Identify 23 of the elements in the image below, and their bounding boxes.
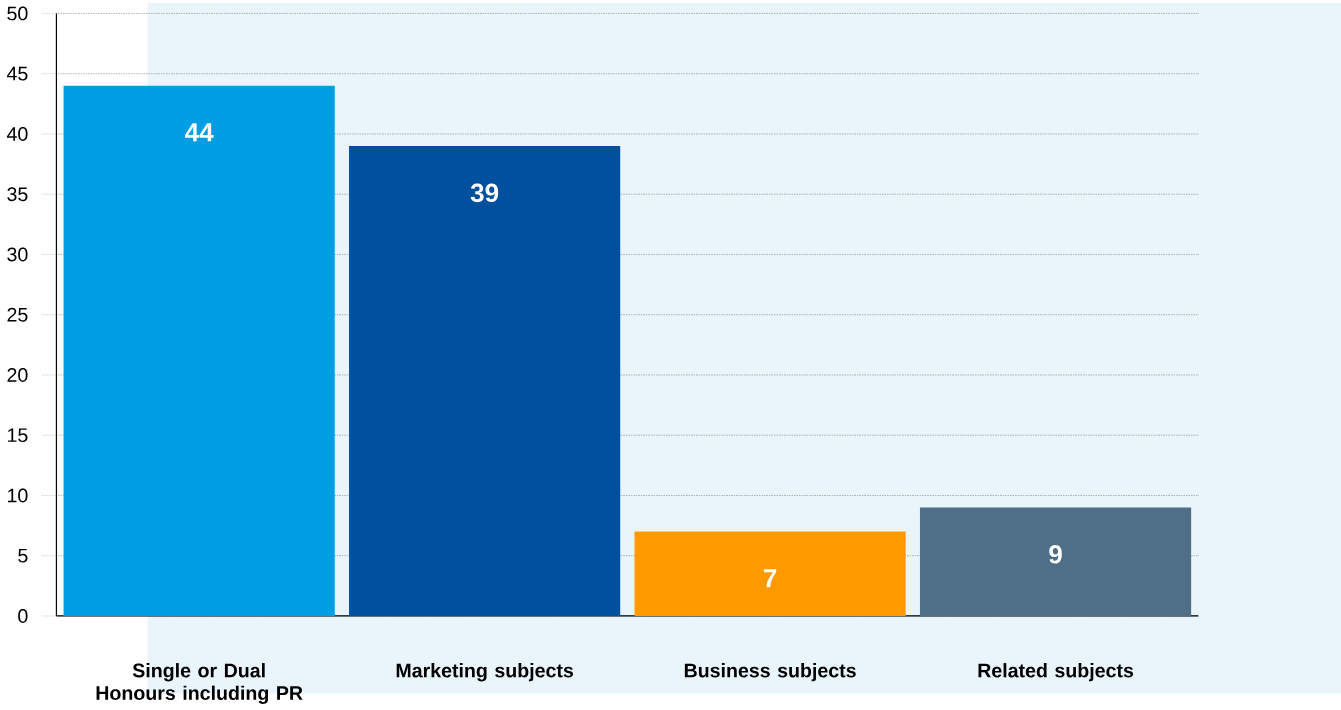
data-label: 9 — [1049, 544, 1062, 564]
y-tick-label: 10 — [8, 488, 28, 503]
bar — [634, 531, 906, 616]
bar — [63, 85, 335, 616]
data-label: 39 — [470, 183, 499, 202]
x-tick-label: Marketing subjects — [396, 662, 574, 682]
bar — [349, 145, 621, 616]
y-tick-label: 45 — [6, 66, 28, 81]
y-tick-label: 0 — [18, 608, 28, 623]
bar — [919, 507, 1192, 616]
x-tick-label: Single or Dual Honours including PR — [96, 662, 303, 704]
x-tick-label: Related subjects — [978, 662, 1134, 682]
y-tick-label: 25 — [7, 307, 28, 322]
y-tick-label: 30 — [7, 247, 28, 262]
x-tick-label: Business subjects — [684, 662, 856, 682]
data-label: 44 — [185, 123, 214, 142]
y-tick-label: 20 — [7, 367, 28, 382]
y-tick-label: 50 — [7, 6, 28, 21]
data-label: 7 — [763, 569, 777, 587]
y-tick-label: 40 — [6, 126, 28, 141]
y-tick-label: 15 — [8, 428, 28, 442]
y-tick-label: 5 — [18, 548, 28, 563]
y-tick-label: 35 — [7, 187, 28, 201]
